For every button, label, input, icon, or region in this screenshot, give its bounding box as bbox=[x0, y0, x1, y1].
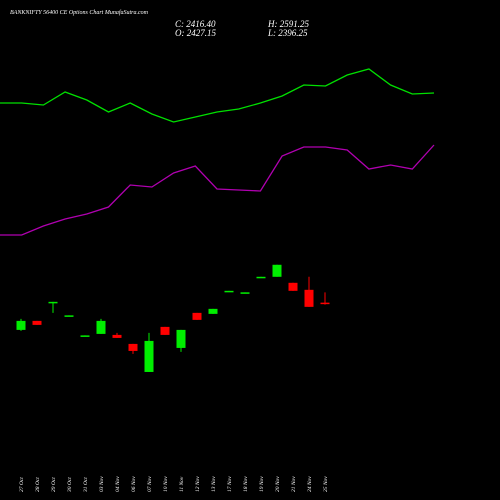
candle-body bbox=[96, 320, 106, 334]
x-tick-label: 11 Nov bbox=[179, 476, 185, 492]
x-tick-label: 24 Nov bbox=[306, 476, 313, 492]
candle-body bbox=[224, 290, 234, 293]
x-tick-label: 25 Nov bbox=[323, 476, 329, 492]
x-tick-label: 17 Nov bbox=[227, 476, 233, 492]
x-tick-label: 21 Nov bbox=[291, 476, 297, 492]
x-tick-label: 07 Nov bbox=[147, 476, 153, 492]
candle-body bbox=[48, 301, 58, 304]
candle-body bbox=[208, 308, 218, 314]
x-tick-label: 28 Oct bbox=[35, 477, 41, 492]
x-tick-label: 27 Oct bbox=[19, 477, 25, 492]
candle-body bbox=[240, 292, 250, 294]
x-tick-label: 29 Oct bbox=[51, 477, 57, 492]
x-tick-label: 04 Nov bbox=[114, 476, 121, 492]
candle-body bbox=[64, 315, 74, 317]
candle-body bbox=[16, 320, 26, 330]
candle-body bbox=[80, 335, 90, 337]
x-tick-label: 19 Nov bbox=[259, 476, 265, 492]
candle-body bbox=[192, 312, 202, 320]
x-tick-label: 10 Nov bbox=[163, 476, 169, 492]
x-tick-label: 12 Nov bbox=[195, 476, 201, 492]
x-tick-label: 03 Nov bbox=[99, 476, 105, 492]
x-tick-label: 30 Oct bbox=[67, 477, 73, 493]
indicator-line bbox=[0, 68, 435, 123]
candle-body bbox=[112, 334, 122, 338]
x-tick-label: 20 Nov bbox=[275, 476, 281, 492]
x-tick-label: 18 Nov bbox=[243, 476, 249, 492]
candle-body bbox=[304, 289, 314, 307]
low-info: L: 2396.25 bbox=[267, 28, 308, 38]
candle-body bbox=[32, 320, 42, 325]
candle-body bbox=[272, 264, 282, 277]
x-tick-label: 31 Oct bbox=[83, 477, 89, 493]
candle-body bbox=[256, 276, 266, 279]
close-info: C: 2416.40 bbox=[175, 19, 216, 29]
chart-title: BANKNIFTY 56400 CE Options Chart MunafaS… bbox=[10, 9, 149, 16]
x-tick-label: 06 Nov bbox=[131, 476, 137, 492]
open-info: O: 2427.15 bbox=[175, 28, 216, 38]
candle-body bbox=[288, 282, 298, 291]
candle-body bbox=[128, 343, 138, 351]
candle-body bbox=[160, 326, 170, 335]
candle-body bbox=[320, 302, 330, 305]
high-info: H: 2591.25 bbox=[267, 19, 309, 29]
candle-body bbox=[176, 329, 186, 348]
x-tick-label: 13 Nov bbox=[211, 476, 217, 492]
indicator-line bbox=[0, 144, 435, 236]
candle-body bbox=[144, 340, 154, 372]
